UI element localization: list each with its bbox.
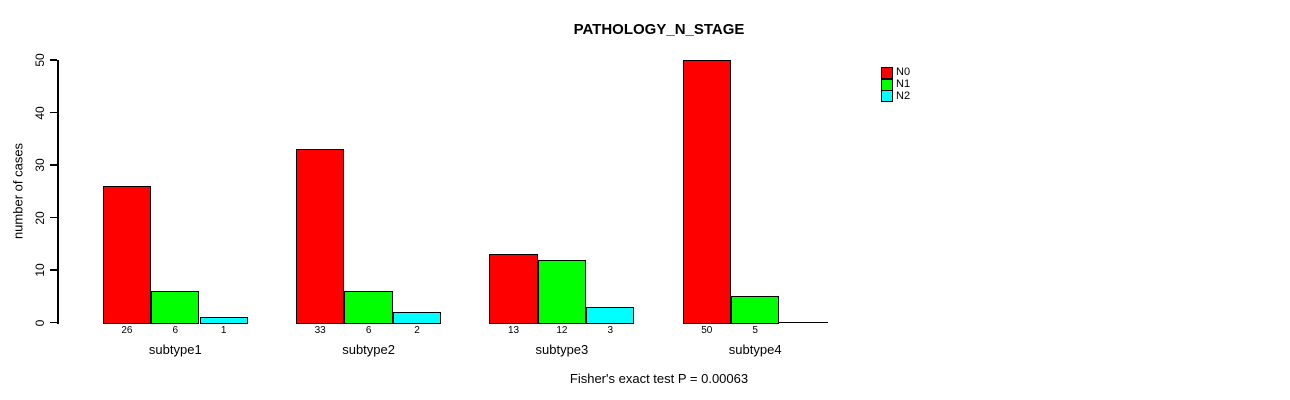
stat-test-caption: Fisher's exact test P = 0.00063 bbox=[569, 371, 749, 386]
bar-value-label: 2 bbox=[414, 325, 420, 336]
bar-subtype3-N1 bbox=[537, 259, 587, 325]
y-tick-label: 50 bbox=[33, 53, 47, 67]
legend-label-N2: N2 bbox=[896, 89, 911, 102]
category-label: subtype2 bbox=[342, 342, 395, 357]
bar-subtype3-N2 bbox=[586, 306, 635, 325]
y-tick-label: 30 bbox=[33, 158, 47, 172]
bar-value-label: 6 bbox=[365, 325, 372, 336]
legend-swatch-N0 bbox=[881, 66, 893, 79]
category-label: subtype4 bbox=[728, 342, 782, 357]
bar-value-label: 12 bbox=[556, 325, 568, 336]
bar-subtype4-N2-zero bbox=[779, 321, 828, 323]
category-label: subtype1 bbox=[148, 342, 202, 357]
bar-subtype2-N0 bbox=[296, 149, 345, 325]
y-tick bbox=[50, 216, 57, 219]
bar-value-label: 13 bbox=[507, 325, 520, 336]
y-tick bbox=[50, 269, 57, 271]
y-tick-label: 40 bbox=[33, 106, 47, 120]
y-tick-label: 10 bbox=[33, 263, 47, 277]
legend-swatch-N2 bbox=[881, 90, 893, 103]
bar-value-label: 6 bbox=[172, 325, 179, 336]
y-tick-label: 20 bbox=[33, 211, 47, 225]
bar-value-label: 26 bbox=[121, 325, 133, 336]
bar-value-label: 33 bbox=[314, 325, 326, 336]
y-tick bbox=[50, 59, 57, 61]
bar-value-label: 3 bbox=[607, 325, 614, 336]
bar-subtype1-N0 bbox=[102, 186, 152, 325]
legend-label-N1: N1 bbox=[896, 78, 911, 91]
bar-value-label: 5 bbox=[752, 325, 758, 336]
y-tick bbox=[50, 111, 57, 114]
bar-subtype1-N2 bbox=[199, 317, 248, 325]
chart-title: PATHOLOGY_N_STAGE bbox=[573, 21, 745, 38]
y-axis-line bbox=[57, 60, 59, 325]
y-tick bbox=[50, 321, 57, 324]
bar-subtype2-N1 bbox=[344, 291, 393, 325]
bar-subtype2-N2 bbox=[392, 312, 442, 325]
y-axis-label: number of cases bbox=[10, 142, 26, 240]
bar-subtype4-N1 bbox=[731, 296, 780, 325]
bar-subtype4-N0 bbox=[682, 60, 731, 325]
category-label: subtype3 bbox=[535, 342, 589, 357]
y-tick-label: 0 bbox=[33, 319, 47, 327]
y-tick bbox=[50, 164, 57, 166]
legend-label-N0: N0 bbox=[896, 66, 911, 79]
bar-value-label: 50 bbox=[701, 325, 713, 336]
bar-value-label: 1 bbox=[220, 325, 227, 336]
legend-swatch-N1 bbox=[881, 78, 893, 91]
bar-subtype3-N0 bbox=[489, 254, 538, 325]
bar-subtype1-N1 bbox=[151, 291, 200, 325]
